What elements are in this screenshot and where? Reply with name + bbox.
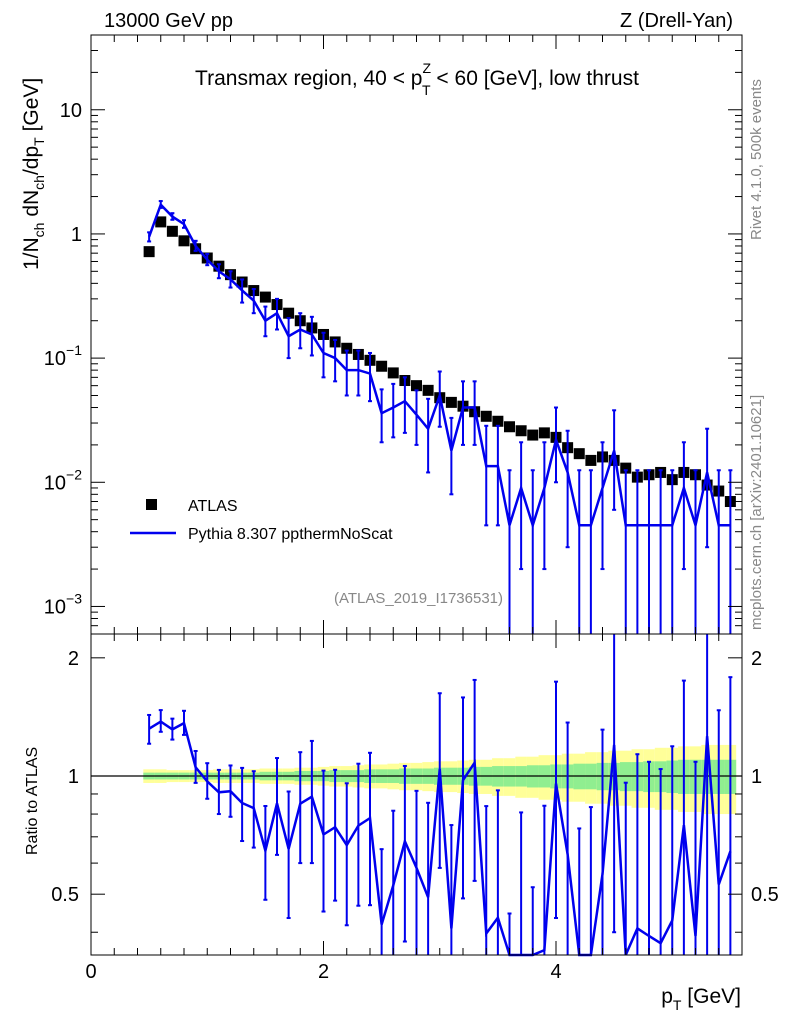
y-tick-label-main: 10−2 (44, 466, 82, 494)
data-point (341, 342, 353, 354)
data-point (527, 429, 539, 441)
y-tick-label-main: 10 (60, 100, 82, 122)
data-point (445, 396, 457, 408)
y-tick-label-ratio-right: 1 (751, 766, 762, 788)
data-point (492, 415, 504, 427)
legend: ATLAS Pythia 8.307 ppthermNoScat (130, 498, 393, 543)
x-tick-label: 0 (85, 961, 96, 983)
data-point (585, 454, 597, 466)
data-point (143, 246, 155, 258)
y-tick-label-main: 10−1 (44, 342, 82, 370)
y-tick-label-main: 1 (71, 224, 82, 246)
mc-line (147, 202, 731, 531)
y-axis-label-ratio: Ratio to ATLAS (24, 747, 41, 855)
y-axis-label-main: 1/Nch dNch/dpT [GeV] (20, 78, 47, 270)
data-point (515, 425, 527, 437)
legend-data-label: ATLAS (188, 498, 238, 515)
x-tick-label: 4 (550, 961, 561, 983)
data-point (504, 421, 515, 433)
data-point (422, 384, 434, 396)
y-tick-label-main: 10−3 (44, 590, 82, 618)
legend-data-marker (146, 499, 157, 510)
data-point (573, 448, 585, 460)
x-axis-label: pT [GeV] (661, 985, 741, 1013)
rivet-label: Rivet 4.1.0, 500k events (748, 79, 765, 240)
data-point (259, 291, 271, 303)
data-point (155, 216, 167, 228)
analysis-id: (ATLAS_2019_I1736531) (334, 590, 503, 607)
mcplots-label: mcplots.cern.ch [arXiv:2401.10621] (748, 395, 765, 630)
main-panel (90, 34, 743, 635)
data-point (480, 410, 492, 422)
legend-mc-label: Pythia 8.307 ppthermNoScat (188, 526, 393, 543)
data-point (283, 307, 295, 319)
x-tick-label: 2 (318, 961, 329, 983)
data-point (620, 462, 632, 474)
y-tick-label-ratio-left: 1 (68, 766, 79, 788)
y-tick-label-ratio-right: 2 (751, 648, 762, 670)
y-tick-label-ratio-right: 0.5 (751, 884, 779, 906)
data-point (376, 360, 388, 372)
y-tick-label-ratio-left: 2 (68, 648, 79, 670)
header-right: Z (Drell-Yan) (620, 10, 733, 32)
main-frame (90, 34, 743, 635)
ratio-panel (90, 633, 743, 957)
header-left: 13000 GeV pp (104, 10, 233, 32)
y-tick-label-ratio-left: 0.5 (51, 884, 79, 906)
ratio-band-inner (619, 762, 632, 792)
data-point (166, 225, 178, 237)
data-point (178, 235, 190, 247)
data-point (387, 367, 399, 379)
data-point (411, 380, 422, 392)
data-point (538, 427, 550, 439)
chart-title: Transmax region, 40 < pZ T < 60 [GeV], lo… (195, 60, 639, 98)
